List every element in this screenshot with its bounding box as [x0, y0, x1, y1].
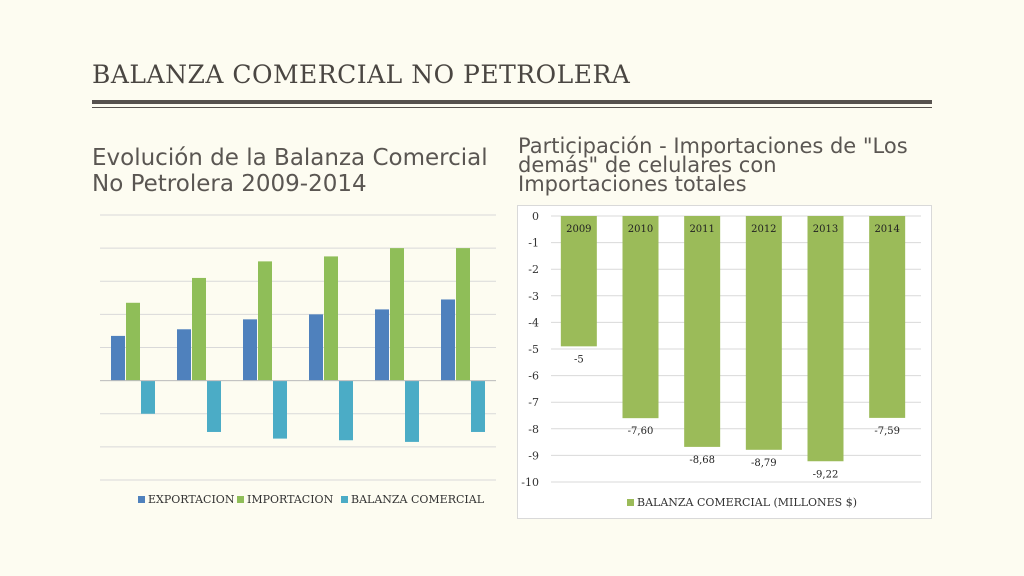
legend-label-importacion: IMPORTACION — [247, 493, 334, 506]
bar-exportacion-2013 — [375, 309, 389, 381]
y-tick-label: 0 — [532, 210, 539, 223]
data-label-2012: -8,79 — [751, 458, 777, 469]
bar-2011 — [684, 216, 721, 447]
bar-2014 — [869, 216, 906, 418]
category-label-2009: 2009 — [566, 224, 591, 235]
bar-importacion-2013 — [390, 248, 404, 381]
y-tick-label: -1 — [528, 237, 539, 250]
bar-balanza-comercial-2013 — [405, 380, 419, 442]
slide-title: BALANZA COMERCIAL NO PETROLERA — [92, 60, 631, 89]
category-label-2010: 2010 — [628, 224, 653, 235]
legend-label-balanza-comercial: BALANZA COMERCIAL — [351, 493, 485, 506]
y-tick-label: -10 — [521, 476, 539, 489]
right-heading-line-1: Participación - Importaciones de "Los — [518, 134, 908, 158]
bar-exportacion-2010 — [177, 329, 191, 381]
y-tick-label: -5 — [528, 343, 539, 356]
category-label-2014: 2014 — [874, 224, 899, 235]
right-heading-line-3: Importaciones totales — [518, 172, 747, 196]
y-tick-label: -7 — [528, 396, 539, 409]
bar-2009 — [560, 216, 597, 347]
title-rule-thick — [92, 100, 932, 104]
bar-exportacion-2014 — [441, 299, 455, 381]
bar-balanza-comercial-2014 — [471, 380, 485, 432]
data-label-2009: -5 — [574, 354, 584, 365]
bar-importacion-2014 — [456, 248, 470, 381]
legend-swatch-exportacion — [138, 496, 145, 503]
bar-exportacion-2011 — [243, 319, 257, 381]
legend-swatch-balanza-comercial — [341, 496, 348, 503]
y-tick-label: -9 — [528, 449, 539, 462]
data-label-2010: -7,60 — [628, 426, 654, 437]
y-tick-label: -4 — [528, 316, 539, 329]
bar-importacion-2011 — [258, 261, 272, 381]
bar-balanza-comercial-2011 — [273, 380, 287, 439]
left-heading-line-1: Evolución de la Balanza Comercial — [92, 145, 488, 171]
right-heading-line-2: demás" de celulares con — [518, 153, 777, 177]
bar-balanza-comercial-2012 — [339, 380, 353, 441]
y-tick-label: -6 — [528, 370, 539, 383]
bar-2012 — [745, 216, 782, 450]
legend-swatch-importacion — [237, 496, 244, 503]
legend-label-exportacion: EXPORTACION — [148, 493, 235, 506]
bar-balanza-comercial-2009 — [141, 380, 155, 414]
legend-label-balanza-comercial-millones: BALANZA COMERCIAL (MILLONES $) — [637, 496, 857, 509]
data-label-2014: -7,59 — [874, 426, 900, 437]
trade-balance-evolution-chart: EXPORTACION IMPORTACION BALANZA COMERCIAL — [100, 214, 496, 506]
data-label-2013: -9,22 — [813, 469, 839, 480]
category-label-2012: 2012 — [751, 224, 776, 235]
title-rule-thin — [92, 107, 932, 108]
left-heading-line-2: No Petrolera 2009-2014 — [92, 171, 367, 197]
y-tick-label: -8 — [528, 423, 539, 436]
bar-2010 — [622, 216, 659, 419]
y-tick-label: -3 — [528, 290, 539, 303]
category-label-2011: 2011 — [689, 224, 714, 235]
bar-exportacion-2009 — [111, 335, 125, 381]
category-label-2013: 2013 — [813, 224, 838, 235]
bar-2013 — [807, 216, 844, 462]
left-chart-heading: Evolución de la Balanza Comercial No Pet… — [92, 145, 512, 197]
bar-balanza-comercial-2010 — [207, 380, 221, 432]
bar-exportacion-2012 — [309, 314, 323, 381]
cellphone-imports-share-chart: 0 -1 -2 -3 -4 -5 -6 -7 -8 -9 -10 2009 -5 2010 -7,60 201… — [517, 205, 932, 519]
data-label-2011: -8,68 — [689, 455, 715, 466]
bar-importacion-2010 — [192, 277, 206, 381]
legend-swatch-balanza-comercial-millones — [627, 499, 634, 506]
y-tick-label: -2 — [528, 263, 539, 276]
right-chart-heading: Participación - Importaciones de "Los de… — [518, 134, 938, 196]
bar-importacion-2009 — [126, 302, 140, 381]
bar-importacion-2012 — [324, 256, 338, 381]
